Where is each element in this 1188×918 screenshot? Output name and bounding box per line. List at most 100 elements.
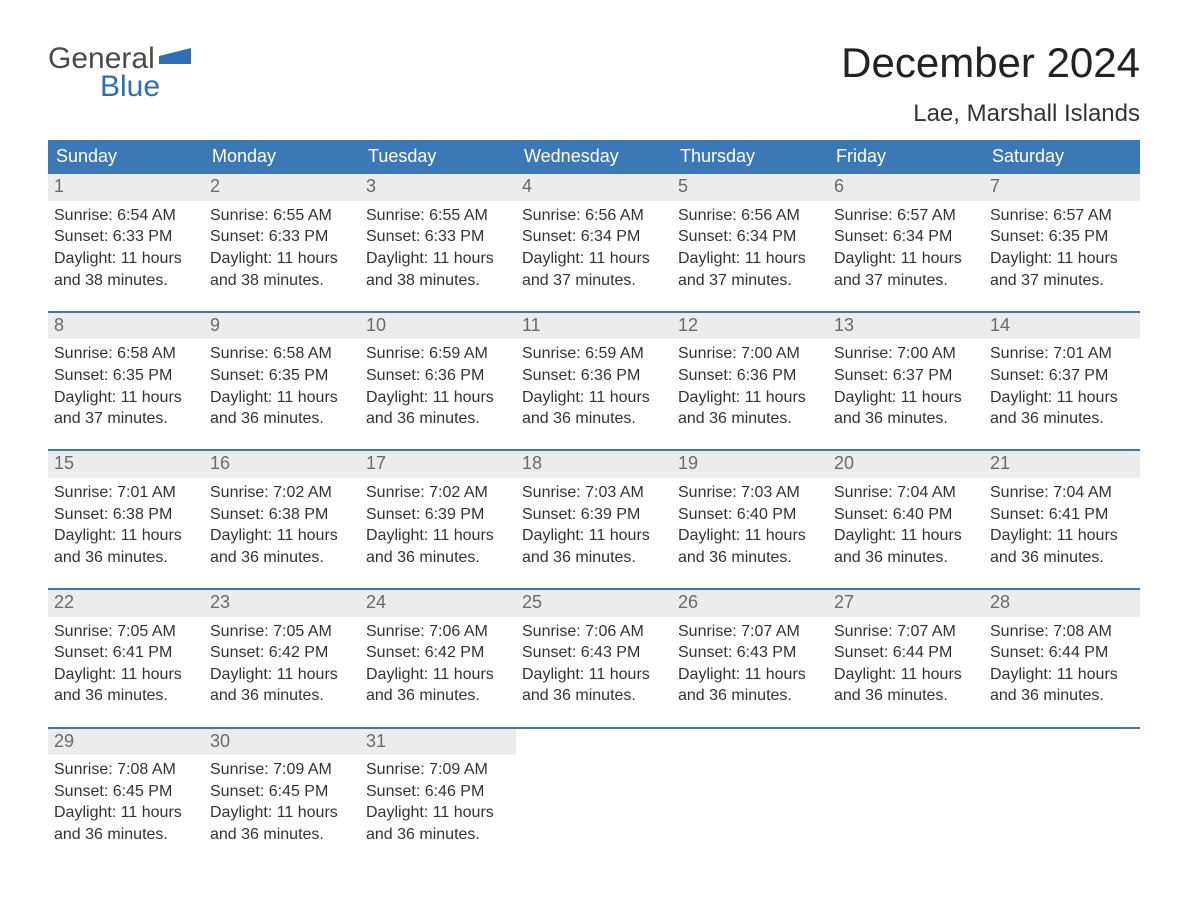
brand-line1-wrap: General xyxy=(48,40,191,74)
day-line-d1: Daylight: 11 hours xyxy=(522,387,666,409)
day-number: 21 xyxy=(984,451,1140,478)
day-cell: 5Sunrise: 6:56 AMSunset: 6:34 PMDaylight… xyxy=(672,174,828,293)
day-line-d1: Daylight: 11 hours xyxy=(678,387,822,409)
day-line-sunrise: Sunrise: 7:05 AM xyxy=(210,621,354,643)
location: Lae, Marshall Islands xyxy=(841,100,1140,128)
day-line-d1: Daylight: 11 hours xyxy=(54,248,198,270)
day-body: Sunrise: 7:03 AMSunset: 6:39 PMDaylight:… xyxy=(516,478,672,570)
weeks-container: 1Sunrise: 6:54 AMSunset: 6:33 PMDaylight… xyxy=(48,174,1140,847)
day-line-sunrise: Sunrise: 7:01 AM xyxy=(990,343,1134,365)
dow-cell: Monday xyxy=(204,140,360,174)
day-body xyxy=(516,755,672,847)
day-body: Sunrise: 7:06 AMSunset: 6:43 PMDaylight:… xyxy=(516,617,672,709)
day-line-d2: and 37 minutes. xyxy=(54,408,198,430)
day-line-d1: Daylight: 11 hours xyxy=(834,387,978,409)
day-line-sunset: Sunset: 6:34 PM xyxy=(678,226,822,248)
day-cell: 8Sunrise: 6:58 AMSunset: 6:35 PMDaylight… xyxy=(48,313,204,432)
day-line-sunset: Sunset: 6:35 PM xyxy=(54,365,198,387)
week-row: 15Sunrise: 7:01 AMSunset: 6:38 PMDayligh… xyxy=(48,449,1140,570)
day-number: 17 xyxy=(360,451,516,478)
day-line-sunset: Sunset: 6:46 PM xyxy=(366,781,510,803)
day-body: Sunrise: 6:57 AMSunset: 6:34 PMDaylight:… xyxy=(828,201,984,293)
day-body: Sunrise: 7:01 AMSunset: 6:38 PMDaylight:… xyxy=(48,478,204,570)
day-number: 1 xyxy=(48,174,204,201)
day-line-d2: and 38 minutes. xyxy=(366,270,510,292)
day-body: Sunrise: 6:55 AMSunset: 6:33 PMDaylight:… xyxy=(360,201,516,293)
day-cell: 31Sunrise: 7:09 AMSunset: 6:46 PMDayligh… xyxy=(360,729,516,848)
day-number xyxy=(828,729,984,756)
day-line-d1: Daylight: 11 hours xyxy=(990,248,1134,270)
day-body: Sunrise: 7:04 AMSunset: 6:40 PMDaylight:… xyxy=(828,478,984,570)
day-line-sunrise: Sunrise: 7:08 AM xyxy=(54,759,198,781)
day-body: Sunrise: 7:02 AMSunset: 6:39 PMDaylight:… xyxy=(360,478,516,570)
day-line-sunset: Sunset: 6:41 PM xyxy=(54,642,198,664)
day-line-d1: Daylight: 11 hours xyxy=(210,387,354,409)
day-line-d2: and 36 minutes. xyxy=(990,408,1134,430)
day-number: 4 xyxy=(516,174,672,201)
day-line-d1: Daylight: 11 hours xyxy=(54,525,198,547)
day-line-sunset: Sunset: 6:38 PM xyxy=(54,504,198,526)
day-cell: 13Sunrise: 7:00 AMSunset: 6:37 PMDayligh… xyxy=(828,313,984,432)
day-number: 24 xyxy=(360,590,516,617)
day-line-sunrise: Sunrise: 7:06 AM xyxy=(366,621,510,643)
day-body: Sunrise: 7:08 AMSunset: 6:44 PMDaylight:… xyxy=(984,617,1140,709)
day-line-sunrise: Sunrise: 6:57 AM xyxy=(834,205,978,227)
day-body: Sunrise: 6:58 AMSunset: 6:35 PMDaylight:… xyxy=(48,339,204,431)
day-line-sunrise: Sunrise: 7:09 AM xyxy=(210,759,354,781)
day-line-d2: and 37 minutes. xyxy=(522,270,666,292)
day-line-d1: Daylight: 11 hours xyxy=(522,248,666,270)
dow-cell: Thursday xyxy=(672,140,828,174)
day-line-d2: and 36 minutes. xyxy=(678,547,822,569)
day-line-sunset: Sunset: 6:37 PM xyxy=(834,365,978,387)
day-line-d2: and 36 minutes. xyxy=(54,824,198,846)
day-line-sunrise: Sunrise: 6:55 AM xyxy=(366,205,510,227)
day-line-sunrise: Sunrise: 6:59 AM xyxy=(366,343,510,365)
day-body: Sunrise: 7:05 AMSunset: 6:41 PMDaylight:… xyxy=(48,617,204,709)
day-line-sunrise: Sunrise: 7:08 AM xyxy=(990,621,1134,643)
day-body: Sunrise: 6:54 AMSunset: 6:33 PMDaylight:… xyxy=(48,201,204,293)
day-body: Sunrise: 7:09 AMSunset: 6:45 PMDaylight:… xyxy=(204,755,360,847)
day-number: 6 xyxy=(828,174,984,201)
day-line-d1: Daylight: 11 hours xyxy=(522,525,666,547)
day-number: 31 xyxy=(360,729,516,756)
day-cell: 25Sunrise: 7:06 AMSunset: 6:43 PMDayligh… xyxy=(516,590,672,709)
day-line-sunrise: Sunrise: 7:09 AM xyxy=(366,759,510,781)
day-cell-empty xyxy=(984,729,1140,848)
day-line-sunset: Sunset: 6:35 PM xyxy=(210,365,354,387)
day-line-sunrise: Sunrise: 6:55 AM xyxy=(210,205,354,227)
day-line-sunrise: Sunrise: 7:04 AM xyxy=(990,482,1134,504)
day-cell: 15Sunrise: 7:01 AMSunset: 6:38 PMDayligh… xyxy=(48,451,204,570)
day-line-sunset: Sunset: 6:37 PM xyxy=(990,365,1134,387)
day-line-sunrise: Sunrise: 7:02 AM xyxy=(366,482,510,504)
week-row: 22Sunrise: 7:05 AMSunset: 6:41 PMDayligh… xyxy=(48,588,1140,709)
day-line-d2: and 36 minutes. xyxy=(210,547,354,569)
day-cell: 23Sunrise: 7:05 AMSunset: 6:42 PMDayligh… xyxy=(204,590,360,709)
day-number: 15 xyxy=(48,451,204,478)
day-number: 11 xyxy=(516,313,672,340)
header: General Blue December 2024 Lae, Marshall… xyxy=(48,40,1140,128)
day-body: Sunrise: 7:01 AMSunset: 6:37 PMDaylight:… xyxy=(984,339,1140,431)
day-number: 23 xyxy=(204,590,360,617)
day-cell: 10Sunrise: 6:59 AMSunset: 6:36 PMDayligh… xyxy=(360,313,516,432)
day-cell: 26Sunrise: 7:07 AMSunset: 6:43 PMDayligh… xyxy=(672,590,828,709)
day-number: 20 xyxy=(828,451,984,478)
day-cell: 22Sunrise: 7:05 AMSunset: 6:41 PMDayligh… xyxy=(48,590,204,709)
day-cell-empty xyxy=(516,729,672,848)
day-line-sunset: Sunset: 6:42 PM xyxy=(210,642,354,664)
day-number: 19 xyxy=(672,451,828,478)
day-number: 22 xyxy=(48,590,204,617)
day-body: Sunrise: 7:04 AMSunset: 6:41 PMDaylight:… xyxy=(984,478,1140,570)
day-line-d2: and 36 minutes. xyxy=(366,547,510,569)
day-line-d2: and 38 minutes. xyxy=(54,270,198,292)
day-number: 29 xyxy=(48,729,204,756)
day-number: 8 xyxy=(48,313,204,340)
day-line-d2: and 37 minutes. xyxy=(834,270,978,292)
day-line-sunset: Sunset: 6:35 PM xyxy=(990,226,1134,248)
day-line-sunrise: Sunrise: 7:04 AM xyxy=(834,482,978,504)
days-of-week-row: SundayMondayTuesdayWednesdayThursdayFrid… xyxy=(48,140,1140,174)
day-body: Sunrise: 6:56 AMSunset: 6:34 PMDaylight:… xyxy=(516,201,672,293)
day-number: 12 xyxy=(672,313,828,340)
day-line-d1: Daylight: 11 hours xyxy=(366,248,510,270)
day-line-d1: Daylight: 11 hours xyxy=(678,248,822,270)
day-line-sunrise: Sunrise: 6:56 AM xyxy=(678,205,822,227)
